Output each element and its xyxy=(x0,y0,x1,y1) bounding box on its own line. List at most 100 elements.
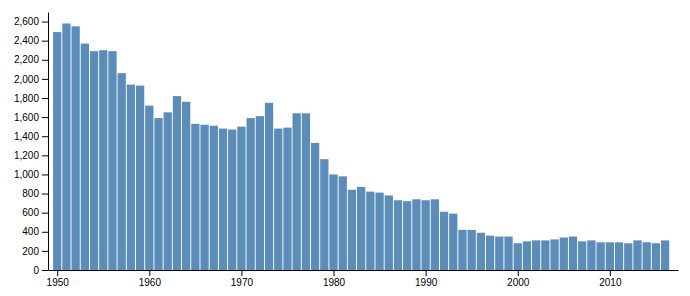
bar xyxy=(394,200,402,270)
bar xyxy=(486,236,494,270)
y-tick-mark xyxy=(42,60,48,61)
bar xyxy=(532,240,540,270)
y-tick: 1,200 xyxy=(14,150,48,161)
bar xyxy=(81,44,89,270)
bar xyxy=(145,106,153,270)
bar xyxy=(191,124,199,270)
y-tick-label: 200 xyxy=(22,246,39,257)
bar xyxy=(495,237,503,270)
bar xyxy=(182,102,190,270)
y-tick-mark xyxy=(42,79,48,80)
bar xyxy=(256,116,264,270)
x-tick-mark xyxy=(149,270,150,276)
bar xyxy=(633,240,641,270)
bar xyxy=(108,51,116,270)
bar xyxy=(431,199,439,270)
bar xyxy=(90,51,98,270)
y-tick-mark xyxy=(42,251,48,252)
bar xyxy=(348,190,356,270)
bar xyxy=(265,103,273,270)
y-tick: 200 xyxy=(22,246,48,257)
bar xyxy=(403,201,411,270)
x-tick: 2000 xyxy=(507,270,530,288)
x-tick-mark xyxy=(334,270,335,276)
bar xyxy=(569,237,577,270)
bars xyxy=(53,23,669,270)
bar xyxy=(219,129,227,270)
bar xyxy=(468,230,476,270)
x-tick: 1960 xyxy=(139,270,162,288)
x-tick: 1950 xyxy=(47,270,70,288)
bar xyxy=(661,240,669,270)
bar xyxy=(210,126,218,270)
bar xyxy=(339,176,347,270)
y-tick-label: 600 xyxy=(22,207,39,218)
bar xyxy=(127,85,135,270)
bar xyxy=(504,237,512,270)
y-tick-mark xyxy=(42,136,48,137)
bar xyxy=(366,192,374,270)
bar xyxy=(62,23,70,270)
bar xyxy=(311,143,319,270)
y-axis: 02004006008001,0001,2001,4001,6001,8002,… xyxy=(14,13,49,276)
x-tick-mark xyxy=(426,270,427,276)
x-tick-label: 1990 xyxy=(415,277,438,288)
y-tick: 0 xyxy=(33,265,48,276)
bar xyxy=(652,243,660,270)
bar xyxy=(560,238,568,270)
bar xyxy=(320,159,328,270)
bar xyxy=(615,242,623,270)
bar xyxy=(329,174,337,270)
y-tick-mark xyxy=(42,194,48,195)
y-tick-mark xyxy=(42,98,48,99)
x-tick-mark xyxy=(518,270,519,276)
bar xyxy=(283,128,291,270)
x-tick-mark xyxy=(610,270,611,276)
bar xyxy=(136,86,144,270)
y-tick-mark xyxy=(42,174,48,175)
bar xyxy=(357,187,365,270)
x-tick-label: 1950 xyxy=(47,277,70,288)
y-tick-label: 2,400 xyxy=(14,35,39,46)
y-tick: 400 xyxy=(22,226,48,237)
y-tick-label: 1,400 xyxy=(14,131,39,142)
bar xyxy=(606,242,614,270)
bar xyxy=(99,50,107,270)
y-tick-mark xyxy=(42,41,48,42)
bar xyxy=(375,193,383,270)
bar xyxy=(200,125,208,270)
x-tick-mark xyxy=(57,270,58,276)
bar xyxy=(449,214,457,270)
bar xyxy=(477,233,485,270)
bar xyxy=(237,127,245,270)
y-tick-mark xyxy=(42,270,48,271)
x-tick: 2010 xyxy=(599,270,622,288)
bar xyxy=(514,243,522,270)
bar xyxy=(154,118,162,270)
x-tick-label: 1980 xyxy=(323,277,346,288)
bar xyxy=(596,242,604,270)
y-tick: 1,600 xyxy=(14,112,48,123)
y-tick: 2,600 xyxy=(14,16,48,27)
x-tick-mark xyxy=(241,270,242,276)
x-tick: 1990 xyxy=(415,270,438,288)
bar xyxy=(71,26,79,270)
bar xyxy=(578,241,586,270)
bar xyxy=(293,113,301,270)
y-tick: 1,000 xyxy=(14,169,48,180)
y-tick-mark xyxy=(42,232,48,233)
y-tick-mark xyxy=(42,213,48,214)
y-tick: 1,400 xyxy=(14,131,48,142)
bar xyxy=(440,212,448,270)
bar xyxy=(118,73,126,270)
y-tick-label: 1,000 xyxy=(14,169,39,180)
x-tick-label: 2010 xyxy=(599,277,622,288)
bar xyxy=(173,96,181,270)
y-axis-line xyxy=(48,13,49,271)
bar xyxy=(624,243,632,270)
y-tick-label: 1,800 xyxy=(14,93,39,104)
x-tick-label: 2000 xyxy=(507,277,530,288)
y-tick: 2,400 xyxy=(14,35,48,46)
y-tick: 1,800 xyxy=(14,93,48,104)
y-tick-label: 2,600 xyxy=(14,16,39,27)
